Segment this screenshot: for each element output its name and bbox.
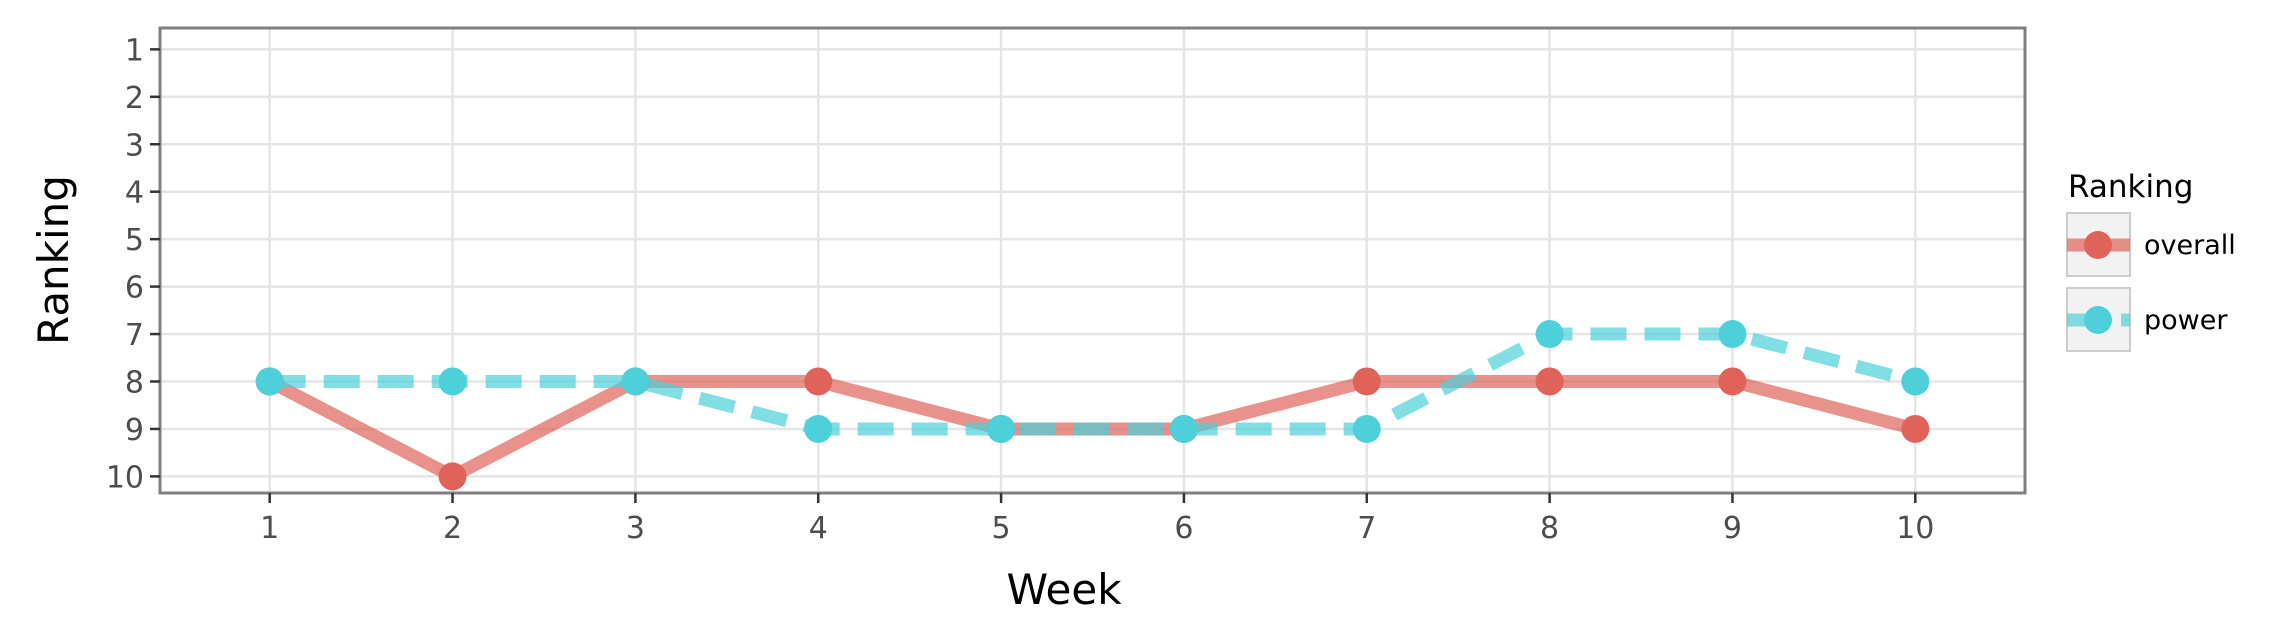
x-axis-title: Week [1006, 565, 1122, 614]
y-tick-label: 1 [125, 33, 144, 68]
x-tick-label: 5 [992, 511, 1011, 546]
overall-legend-label: overall [2144, 230, 2236, 261]
overall-point [438, 462, 467, 491]
plot-border [158, 26, 2027, 495]
y-tick-label: 10 [106, 460, 144, 495]
legend: Ranking overall power [2066, 169, 2236, 352]
x-tick-label: 9 [1723, 511, 1742, 546]
grid-layer [160, 28, 2025, 493]
y-tick-label: 2 [125, 81, 144, 116]
power-point [1901, 367, 1930, 396]
power-point [1535, 320, 1564, 349]
x-tick-label: 1 [260, 511, 279, 546]
y-tick-label: 8 [125, 365, 144, 400]
y-tick-label: 5 [125, 223, 144, 258]
x-tick-label: 2 [443, 511, 462, 546]
x-tick-label: 8 [1540, 511, 1559, 546]
power-point [621, 367, 650, 396]
power-point [987, 414, 1016, 443]
power-legend-label: power [2144, 305, 2228, 336]
y-tick-label: 6 [125, 271, 144, 306]
power-series-line [269, 327, 1917, 436]
power-point [1718, 320, 1747, 349]
x-tick-label: 10 [1896, 511, 1934, 546]
power-point [1169, 414, 1198, 443]
overall-point [1352, 367, 1381, 396]
power-point [255, 367, 284, 396]
overall-legend-marker [2084, 231, 2112, 259]
y-tick-label: 3 [125, 128, 144, 163]
power-point [438, 367, 467, 396]
power-point [804, 414, 833, 443]
y-axis-title: Ranking [29, 175, 78, 345]
legend-items: overall power [2066, 212, 2236, 352]
legend-title: Ranking [2068, 169, 2193, 205]
y-tick-label: 9 [125, 413, 144, 448]
x-tick-label: 3 [626, 511, 645, 546]
power-legend-marker [2084, 306, 2112, 334]
x-tick-label: 4 [809, 511, 828, 546]
tick-layer: 1 2 3 4 5 6 7 8 9 10 1 2 3 4 5 6 7 8 9 10 [106, 33, 1935, 546]
overall-point [1901, 414, 1930, 443]
x-tick-label: 6 [1174, 511, 1193, 546]
power-point [1352, 414, 1381, 443]
series-layer [255, 320, 1930, 491]
y-tick-label: 7 [125, 318, 144, 353]
overall-point [1718, 367, 1747, 396]
y-tick-label: 4 [125, 176, 144, 211]
overall-point [804, 367, 833, 396]
x-tick-label: 7 [1357, 511, 1376, 546]
overall-point [1535, 367, 1564, 396]
